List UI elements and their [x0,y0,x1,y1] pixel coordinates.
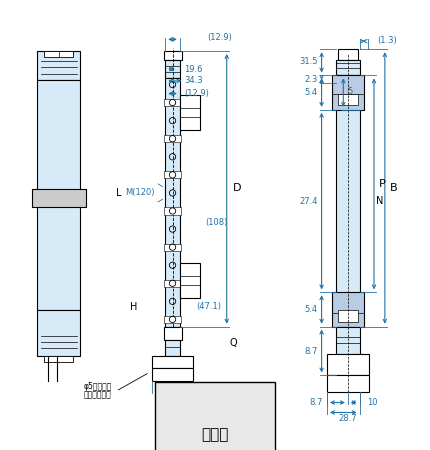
Bar [165,60,180,78]
Text: P: P [378,179,385,189]
Bar [164,243,181,251]
Bar [165,78,180,327]
Bar [164,171,181,179]
Bar [31,189,86,207]
Text: 2.3: 2.3 [305,75,318,84]
Bar [164,135,181,142]
Bar [336,76,359,307]
Bar [180,263,200,298]
Text: H: H [130,302,137,312]
Bar [37,310,80,356]
Bar [164,279,181,287]
Bar [164,207,181,215]
Bar [37,51,80,80]
Bar [332,76,364,110]
Text: N: N [376,196,383,206]
Text: (47.1): (47.1) [196,302,221,311]
Text: 10: 10 [367,398,377,407]
Text: D: D [233,184,242,194]
Bar [327,354,369,375]
Bar [44,51,73,58]
Bar [327,375,369,392]
Bar [164,99,181,106]
Bar [338,310,358,322]
Text: 34.3: 34.3 [184,76,203,86]
Bar [163,327,181,340]
Bar [338,94,358,105]
Text: (12.9): (12.9) [207,33,232,42]
Text: 19.6: 19.6 [184,65,203,74]
Bar [165,340,180,356]
Text: 8.7: 8.7 [309,398,322,407]
Bar [336,327,359,354]
Text: (12.9): (12.9) [184,89,209,98]
Bar [336,60,359,76]
Text: 5.4: 5.4 [305,305,318,314]
Bar [163,51,181,60]
Text: 受光器: 受光器 [201,428,229,442]
Text: 31.5: 31.5 [300,58,318,67]
Text: 8.7: 8.7 [304,346,318,356]
Bar [152,356,194,368]
Text: B: B [390,183,398,193]
Bar [37,80,80,310]
Text: (1.3): (1.3) [378,36,397,45]
Text: 5.4: 5.4 [305,88,318,97]
Text: Q: Q [230,338,237,348]
Text: 22.7: 22.7 [163,392,182,401]
Bar [332,292,364,327]
Bar [152,368,194,381]
Text: 27.4: 27.4 [300,197,318,206]
Bar [164,316,181,323]
Text: L: L [116,188,121,198]
Text: 5: 5 [347,87,352,96]
Bar [338,49,358,60]
Text: φ5灰色電線: φ5灰色電線 [83,382,112,391]
Text: （帶黑色線）: （帶黑色線） [84,390,111,399]
Bar [44,356,73,362]
Text: M(120): M(120) [125,189,155,198]
Text: (108): (108) [205,218,227,227]
Text: 28.7: 28.7 [338,414,357,423]
Bar [180,95,200,130]
